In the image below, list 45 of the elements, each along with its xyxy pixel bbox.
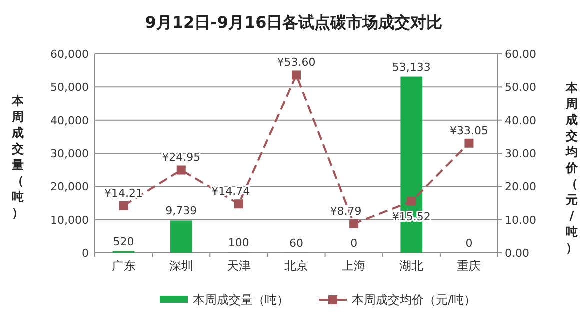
- point: [292, 70, 301, 80]
- text: 本周成交均价（元/吨）: [566, 81, 578, 255]
- data-label: 9,739: [166, 204, 198, 218]
- y2-tick-label: 50.00: [505, 81, 536, 94]
- data-label: 100: [228, 236, 250, 250]
- data-label: 53,133: [392, 60, 431, 74]
- y-tick-label: 0: [82, 247, 89, 260]
- x-tick-label: 重庆: [457, 259, 482, 273]
- y-tick-label: 50,000: [50, 81, 89, 94]
- x-tick-label: 广东: [112, 259, 136, 273]
- data-label: 0: [466, 237, 473, 250]
- x-tick-label: 北京: [284, 259, 308, 273]
- y2-tick-label: 0.00: [505, 247, 530, 260]
- y2-tick-label: 10.00: [505, 214, 536, 227]
- y-tick-label: 20,000: [50, 180, 89, 194]
- y2-tick-label: 30.00: [505, 148, 536, 160]
- data-label: ¥33.05: [450, 124, 488, 138]
- legend-label: 本周成交均价（元/吨）: [352, 293, 476, 307]
- data-label: ¥14.21: [104, 186, 144, 200]
- y2-tick-label: 20.00: [505, 180, 536, 194]
- y-tick-label: 60,000: [50, 48, 89, 61]
- y2-tick-label: 40.00: [505, 114, 536, 128]
- y-axis-title: 本周成交量（吨）: [11, 94, 25, 220]
- point: [464, 138, 474, 148]
- chart-title: 9月12日-9月16日各试点碳市场成交对比: [145, 13, 443, 32]
- point: [350, 219, 359, 228]
- point: [407, 197, 416, 206]
- data-label: ¥53.60: [277, 56, 316, 70]
- legend-label: 本周成交量（吨）: [193, 293, 289, 307]
- y-tick-label: 40,000: [50, 114, 89, 128]
- y-tick-label: 30,000: [50, 148, 89, 160]
- x-tick-label: 天津: [226, 259, 251, 273]
- point: [176, 166, 186, 175]
- point: [119, 201, 128, 210]
- data-label: ¥24.95: [162, 151, 201, 164]
- data-label: 0: [350, 237, 358, 250]
- x-tick-label: 湖北: [400, 259, 424, 273]
- x-tick-label: 深圳: [169, 259, 194, 273]
- y2-tick-label: 60.00: [505, 48, 536, 61]
- point: [234, 200, 244, 209]
- y-tick-label: 10,000: [50, 214, 89, 227]
- data-label: 60: [290, 236, 304, 250]
- bar: [170, 220, 192, 253]
- data-label: 520: [113, 235, 134, 248]
- x-tick-label: 上海: [342, 259, 366, 273]
